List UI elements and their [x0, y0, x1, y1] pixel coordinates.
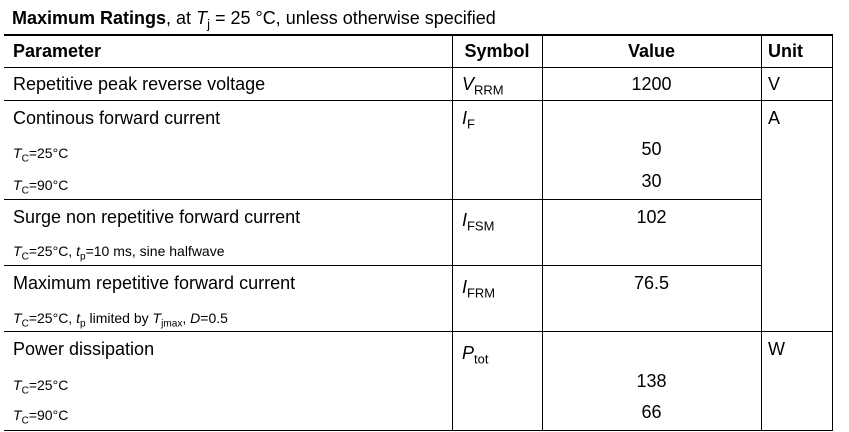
table-bottom-border: [4, 430, 833, 431]
row-unit: V: [768, 74, 781, 94]
row-parameter: Maximum repetitive forward current: [13, 273, 296, 293]
row-divider: [4, 265, 761, 266]
table-top-border: [4, 34, 833, 36]
row-divider: [4, 100, 833, 101]
row-value: 66: [641, 402, 662, 422]
column-divider: [452, 34, 453, 431]
row-unit: W: [768, 339, 785, 359]
column-divider: [542, 34, 543, 431]
row-value: 76.5: [633, 273, 670, 293]
row-value: 138: [636, 371, 667, 391]
row-symbol: IFRM: [462, 277, 496, 301]
row-parameter: Power dissipation: [13, 339, 155, 359]
row-condition: TC=25°C: [13, 145, 69, 165]
row-value: 1200: [631, 74, 672, 94]
row-unit: A: [768, 108, 781, 128]
caption-title: Maximum Ratings: [12, 8, 167, 28]
table-right-border: [832, 34, 833, 431]
row-symbol: VRRM: [462, 74, 504, 98]
row-parameter: Continous forward current: [13, 108, 221, 128]
row-condition: TC=25°C, tp=10 ms, sine halfwave: [13, 243, 225, 263]
row-parameter: Repetitive peak reverse voltage: [13, 74, 266, 94]
row-divider: [4, 331, 833, 332]
row-divider: [4, 199, 761, 200]
table-caption: Maximum Ratings, at Tj = 25 °C, unless o…: [12, 8, 496, 32]
row-symbol: Ptot: [462, 343, 489, 367]
row-condition: TC=25°C, tp limited by Tjmax, D=0.5: [13, 310, 228, 330]
row-symbol: IFSM: [462, 210, 495, 234]
row-value: 102: [636, 207, 667, 227]
row-parameter: Surge non repetitive forward current: [13, 207, 301, 227]
row-condition: TC=90°C: [13, 407, 69, 427]
header-parameter: Parameter: [13, 41, 102, 61]
header-value: Value: [627, 41, 676, 61]
row-symbol: IF: [462, 108, 475, 132]
row-value: 50: [641, 139, 662, 159]
header-unit: Unit: [768, 41, 803, 61]
row-condition: TC=90°C: [13, 177, 69, 197]
row-condition: TC=25°C: [13, 377, 69, 397]
column-divider: [761, 34, 762, 431]
header-symbol: Symbol: [464, 41, 530, 61]
caption-condition: = 25 °C, unless otherwise specified: [209, 8, 496, 28]
header-bottom-border: [4, 67, 833, 68]
row-value: 30: [641, 171, 662, 191]
